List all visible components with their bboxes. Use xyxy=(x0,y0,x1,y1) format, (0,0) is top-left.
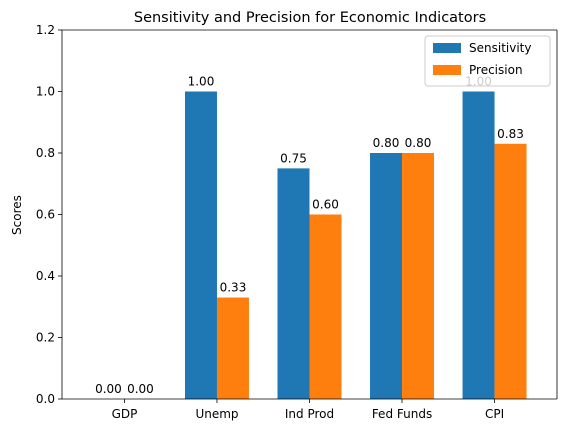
bar-value-label: 0.60 xyxy=(312,198,339,212)
chart-title: Sensitivity and Precision for Economic I… xyxy=(134,10,486,26)
bar-value-label: 0.83 xyxy=(497,127,524,141)
bars-layer xyxy=(184,91,527,399)
bar-precision-ind-prod xyxy=(309,214,342,399)
bar-value-label: 0.00 xyxy=(95,382,122,396)
bar-value-label: 0.75 xyxy=(280,151,307,165)
legend: Sensitivity Precision xyxy=(424,35,551,87)
bar-sensitivity-ind-prod xyxy=(277,168,310,399)
legend-swatch-sensitivity xyxy=(433,43,461,53)
bar-value-label: 0.80 xyxy=(373,136,400,150)
y-tick-label: 0.0 xyxy=(36,392,55,406)
y-tick-label: 1.0 xyxy=(36,85,55,99)
bar-value-label: 0.33 xyxy=(220,281,247,295)
legend-label-sensitivity: Sensitivity xyxy=(469,41,531,55)
bar-value-label: 0.80 xyxy=(405,136,432,150)
x-tick-label: Unemp xyxy=(195,407,238,421)
legend-swatch-precision xyxy=(433,65,461,75)
y-tick-label: 0.6 xyxy=(36,208,55,222)
legend-label-precision: Precision xyxy=(469,63,523,77)
x-tick-label: Fed Funds xyxy=(372,407,432,421)
x-tick-label: Ind Prod xyxy=(285,407,334,421)
axes-layer: 0.0 0.2 0.4 0.6 0.8 1.0 1.2 GDP Unemp Ind Prod Fed… xyxy=(36,23,558,421)
bar-value-label: 1.00 xyxy=(188,75,215,89)
y-tick-label: 0.8 xyxy=(36,146,55,160)
x-tick-label: GDP xyxy=(112,407,138,421)
bar-precision-fed-funds xyxy=(402,153,435,399)
bar-sensitivity-cpi xyxy=(462,91,495,399)
y-tick-label: 0.2 xyxy=(36,331,55,345)
y-tick-label: 0.4 xyxy=(36,269,55,283)
y-axis-label: Scores xyxy=(10,195,24,235)
x-tick-label: CPI xyxy=(485,407,504,421)
y-tick-label: 1.2 xyxy=(36,23,55,37)
bar-sensitivity-unemp xyxy=(184,91,217,399)
bar-precision-cpi xyxy=(494,143,527,399)
bar-sensitivity-fed-funds xyxy=(370,153,403,399)
bar-value-label: 0.00 xyxy=(127,382,154,396)
bar-precision-unemp xyxy=(216,297,249,399)
